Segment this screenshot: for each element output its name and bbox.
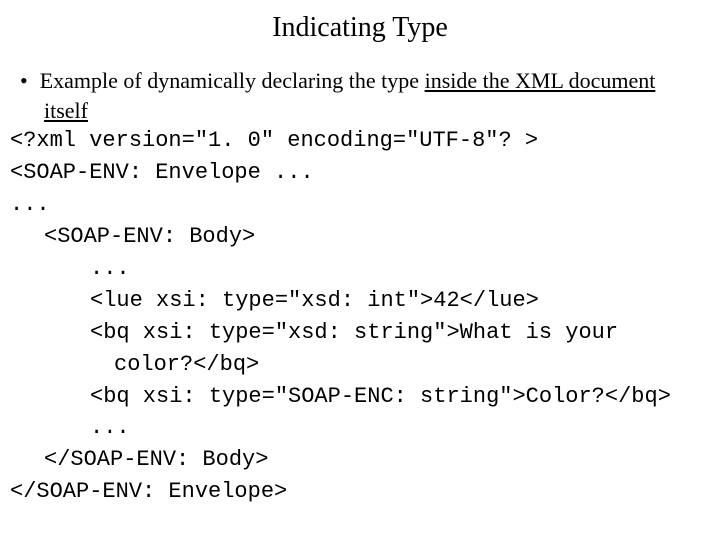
- bullet-text-cont: itself: [10, 96, 710, 126]
- code-line-5: ...: [10, 253, 710, 285]
- bullet-marker: •: [20, 66, 28, 96]
- code-line-8: <bq xsi: type="SOAP-ENC: string">Color?<…: [10, 381, 710, 413]
- code-line-7: <bq xsi: type="xsd: string">What is your: [10, 317, 710, 349]
- code-line-6: <lue xsi: type="xsd: int">42</lue>: [10, 285, 710, 317]
- code-line-11: </SOAP-ENV: Envelope>: [10, 476, 710, 508]
- code-line-10: </SOAP-ENV: Body>: [10, 444, 710, 476]
- bullet-text-underlined: inside the XML document: [425, 68, 656, 93]
- page-title: Indicating Type: [10, 12, 710, 44]
- bullet-text-before: Example of dynamically declaring the typ…: [40, 68, 425, 93]
- bullet-text: Example of dynamically declaring the typ…: [40, 66, 710, 96]
- code-line-2: <SOAP-ENV: Envelope ...: [10, 157, 710, 189]
- bullet-item: • Example of dynamically declaring the t…: [10, 66, 710, 96]
- code-line-9: ...: [10, 412, 710, 444]
- code-line-4: <SOAP-ENV: Body>: [10, 221, 710, 253]
- code-line-3: ...: [10, 189, 710, 221]
- code-line-7b: color?</bq>: [10, 349, 710, 381]
- code-line-1: <?xml version="1. 0" encoding="UTF-8"? >: [10, 125, 710, 157]
